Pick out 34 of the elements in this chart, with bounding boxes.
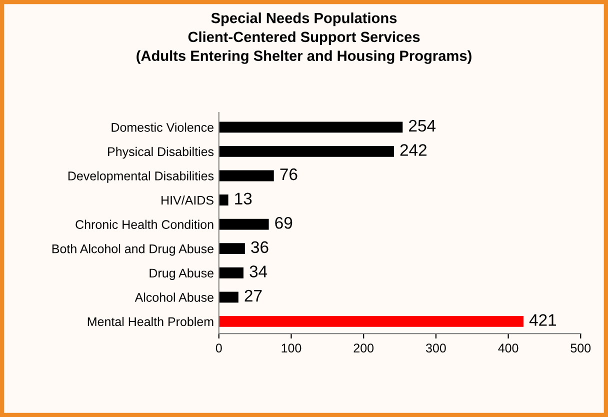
x-tick-label: 200: [354, 344, 374, 353]
y-tick-label: Chronic Health Condition: [76, 220, 214, 229]
y-tick-label: Mental Health Problem: [88, 316, 214, 326]
bar: [218, 316, 524, 327]
x-tick-label: 500: [570, 344, 591, 353]
x-tick-label: 400: [498, 344, 518, 353]
data-label: 76: [280, 168, 298, 180]
bar: [218, 146, 394, 157]
data-label: 242: [400, 144, 426, 156]
y-tick-label: Domestic Violence: [112, 122, 214, 132]
data-label: 421: [529, 314, 556, 326]
data-label: 254: [409, 120, 436, 132]
x-tick-label: 100: [282, 344, 302, 353]
y-tick-label: Physical Disabilties: [108, 146, 214, 159]
bar: [218, 267, 244, 278]
data-label: 69: [275, 216, 292, 229]
y-tick-label: Developmental Disabilities: [68, 171, 214, 183]
bar: [218, 218, 269, 230]
bar: [218, 292, 238, 303]
bar: [218, 243, 245, 254]
data-label: 27: [244, 290, 262, 302]
bar: [218, 170, 274, 182]
data-label: 34: [250, 266, 268, 278]
data-label: 36: [251, 241, 268, 254]
chart-title: Special Needs Populations Client-Centered Support Services (Adults Entering Shelter and Housing Programs): [136, 12, 472, 64]
y-tick-label: Drug Abuse: [150, 268, 214, 280]
x-tick-label: 0: [216, 344, 222, 353]
x-tick-label: 300: [426, 344, 446, 353]
bar: [218, 194, 228, 206]
bar: [218, 122, 403, 133]
data-label: 13: [235, 192, 252, 204]
y-tick-label: Alcohol Abuse: [134, 292, 214, 302]
y-tick-label: Both Alcohol and Drug Abuse: [52, 244, 214, 256]
y-tick-label: HIV/AIDS: [162, 195, 214, 205]
